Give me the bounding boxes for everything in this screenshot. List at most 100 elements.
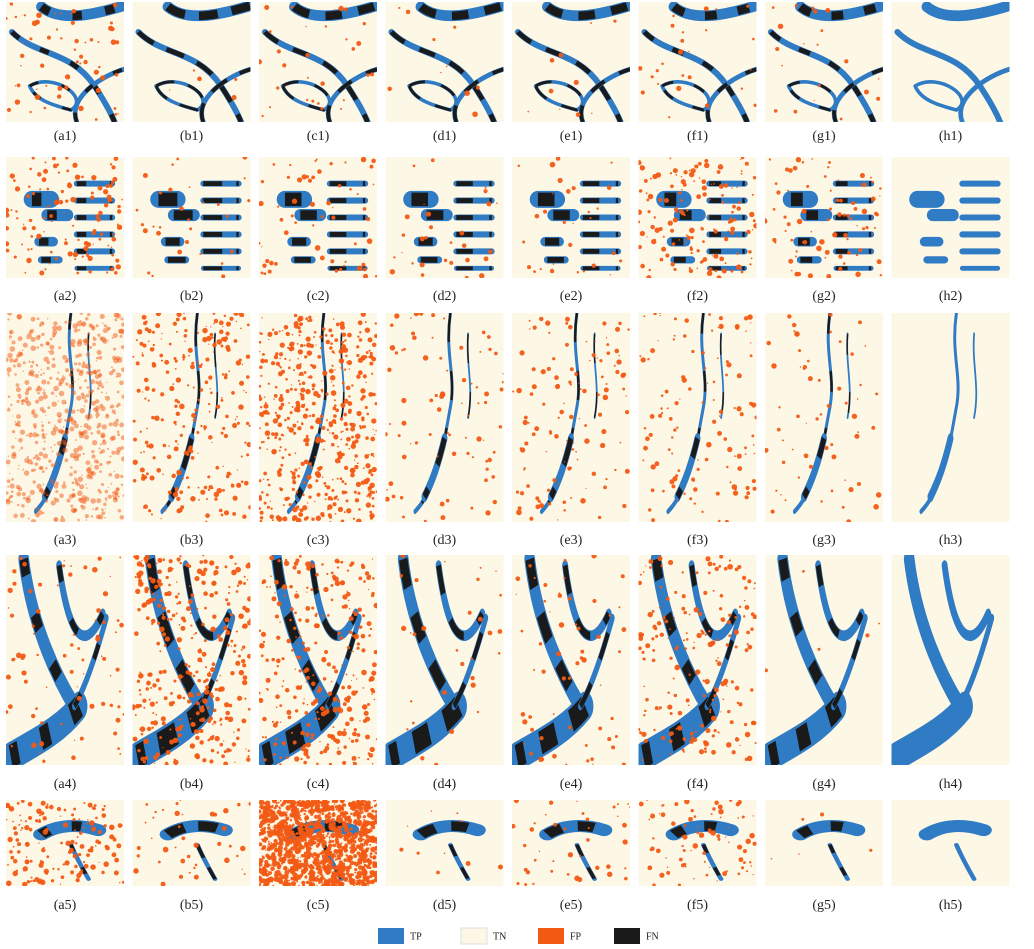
fp-speck bbox=[100, 406, 105, 411]
fp-speck bbox=[43, 453, 48, 458]
fp-speck bbox=[327, 429, 329, 431]
fp-speck bbox=[692, 647, 695, 650]
fp-speck bbox=[148, 598, 153, 603]
fp-speck bbox=[18, 424, 21, 427]
fp-speck bbox=[11, 478, 14, 481]
fp-speck bbox=[294, 612, 297, 615]
fp-speck bbox=[751, 721, 755, 725]
fp-speck bbox=[163, 670, 167, 674]
fp-speck bbox=[84, 379, 87, 382]
fp-speck bbox=[368, 337, 373, 342]
fp-speck bbox=[155, 714, 157, 716]
fp-speck bbox=[261, 317, 262, 318]
fp-speck bbox=[350, 832, 353, 835]
fp-speck bbox=[745, 486, 749, 490]
fp-speck bbox=[346, 386, 351, 391]
fp-speck bbox=[81, 321, 87, 327]
fp-speck bbox=[175, 802, 178, 805]
fp-speck bbox=[648, 194, 653, 199]
fp-speck bbox=[26, 498, 32, 504]
fp-speck bbox=[233, 644, 236, 647]
fp-speck bbox=[106, 382, 107, 383]
fp-speck bbox=[642, 759, 644, 761]
fp-speck bbox=[390, 269, 395, 274]
fp-speck bbox=[87, 414, 92, 419]
fp-speck bbox=[69, 494, 74, 499]
fp-speck bbox=[175, 360, 178, 363]
fp-speck bbox=[177, 637, 182, 642]
fp-speck bbox=[321, 563, 324, 566]
fp-speck bbox=[210, 700, 211, 701]
fp-speck bbox=[86, 367, 88, 369]
fp-speck bbox=[184, 334, 188, 338]
fp-speck bbox=[41, 801, 46, 806]
fp-speck bbox=[108, 473, 112, 477]
fp-speck bbox=[341, 798, 345, 802]
fp-speck bbox=[550, 162, 556, 168]
fp-speck bbox=[259, 427, 261, 429]
fp-speck bbox=[347, 646, 350, 649]
fp-speck bbox=[239, 312, 244, 317]
fp-speck bbox=[157, 604, 161, 608]
fp-speck bbox=[627, 328, 629, 330]
fp-speck bbox=[360, 388, 365, 393]
fp-speck bbox=[169, 89, 170, 90]
fp-speck bbox=[65, 458, 69, 462]
fp-speck bbox=[600, 443, 605, 448]
fp-speck bbox=[713, 381, 716, 384]
fp-speck bbox=[233, 311, 238, 316]
fp-speck bbox=[113, 732, 117, 736]
fp-speck bbox=[289, 359, 291, 361]
fp-speck bbox=[119, 556, 121, 558]
fp-speck bbox=[690, 246, 693, 249]
fp-speck bbox=[26, 434, 28, 436]
fp-speck bbox=[333, 697, 338, 702]
fp-speck bbox=[676, 645, 679, 648]
fp-speck bbox=[6, 460, 11, 465]
fp-speck bbox=[335, 408, 339, 412]
fp-speck bbox=[638, 581, 642, 585]
fp-speck bbox=[217, 842, 221, 846]
fp-speck bbox=[210, 667, 215, 672]
fp-speck bbox=[787, 190, 789, 192]
fp-speck bbox=[134, 631, 139, 636]
fp-speck bbox=[115, 73, 119, 77]
fp-speck bbox=[323, 333, 324, 334]
fp-speck bbox=[228, 586, 230, 588]
fp-speck bbox=[341, 480, 344, 483]
fp-speck bbox=[320, 751, 324, 755]
fp-speck bbox=[45, 415, 46, 416]
fp-speck bbox=[93, 244, 94, 245]
fp-speck bbox=[222, 373, 224, 375]
fp-speck bbox=[215, 566, 218, 569]
fp-speck bbox=[343, 348, 348, 353]
fp-speck bbox=[164, 509, 166, 511]
fp-speck bbox=[30, 329, 34, 333]
fp-speck bbox=[10, 856, 14, 860]
fp-speck bbox=[115, 40, 119, 44]
fp-speck bbox=[135, 589, 140, 594]
fp-speck bbox=[563, 500, 566, 503]
fp-speck bbox=[236, 416, 238, 418]
fp-speck bbox=[16, 354, 20, 358]
fp-speck bbox=[321, 514, 324, 517]
fp-speck bbox=[267, 884, 269, 886]
fp-speck bbox=[191, 362, 194, 365]
fp-speck bbox=[180, 434, 183, 437]
fp-speck bbox=[516, 594, 517, 595]
fp-speck bbox=[170, 692, 173, 695]
fp-speck bbox=[282, 741, 286, 745]
fp-speck bbox=[65, 419, 68, 422]
fp-speck bbox=[478, 617, 483, 622]
fp-speck bbox=[79, 55, 83, 59]
fp-speck bbox=[334, 669, 338, 673]
fp-speck bbox=[704, 367, 706, 369]
fp-speck bbox=[295, 559, 299, 563]
fp-speck bbox=[858, 248, 862, 252]
fp-speck bbox=[688, 75, 692, 79]
fp-speck bbox=[231, 646, 232, 647]
fp-speck bbox=[242, 645, 245, 648]
fp-speck bbox=[173, 322, 177, 326]
fp-speck bbox=[646, 236, 647, 237]
fp-speck bbox=[104, 203, 108, 207]
